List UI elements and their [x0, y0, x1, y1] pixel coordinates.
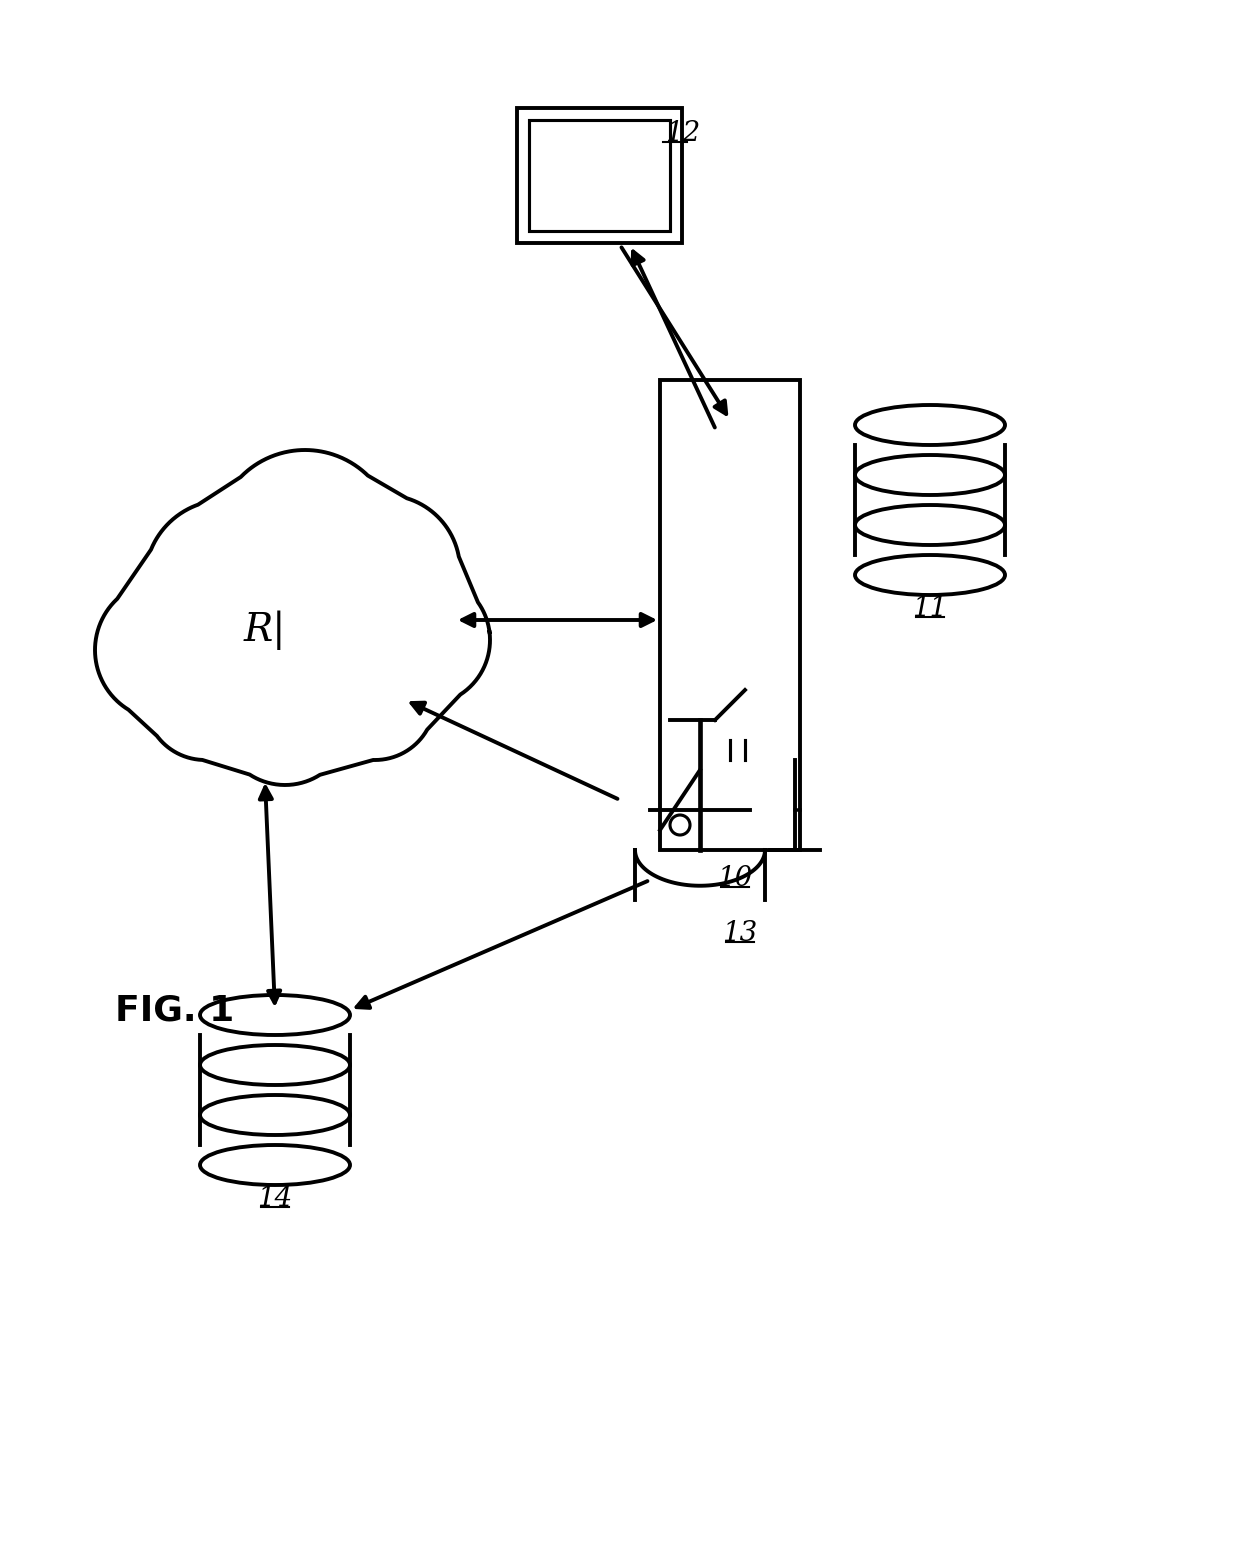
- Text: R|: R|: [244, 611, 286, 649]
- Ellipse shape: [856, 455, 1004, 495]
- Text: 13: 13: [723, 920, 758, 948]
- Bar: [529, 119, 671, 230]
- Ellipse shape: [200, 1045, 350, 1085]
- Polygon shape: [95, 450, 490, 785]
- Ellipse shape: [856, 506, 1004, 546]
- Ellipse shape: [200, 996, 350, 1034]
- Text: 12: 12: [665, 121, 701, 147]
- Text: FIG. 1: FIG. 1: [115, 993, 234, 1027]
- Text: 14: 14: [258, 1184, 293, 1212]
- Ellipse shape: [856, 555, 1004, 595]
- Ellipse shape: [200, 1095, 350, 1135]
- Bar: [517, 108, 682, 243]
- Ellipse shape: [200, 1146, 350, 1184]
- Ellipse shape: [856, 405, 1004, 445]
- Text: 11: 11: [913, 595, 947, 621]
- Text: 10: 10: [718, 866, 753, 892]
- Bar: [660, 380, 800, 850]
- Circle shape: [670, 815, 689, 835]
